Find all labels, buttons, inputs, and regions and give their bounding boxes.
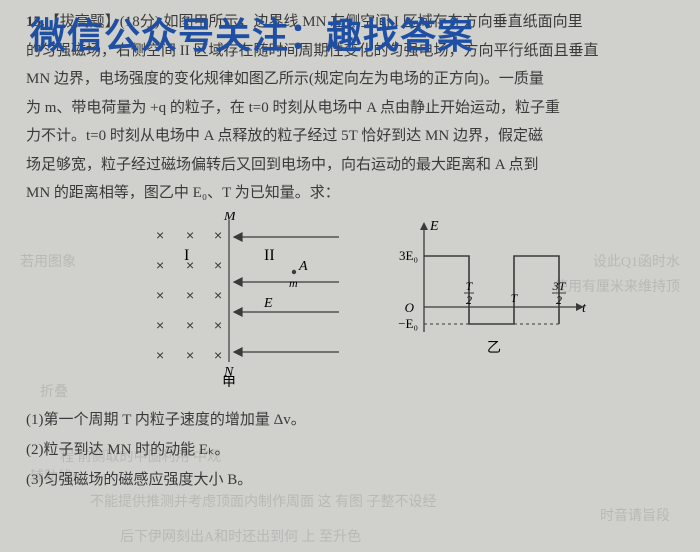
- svg-text:×: ×: [156, 347, 164, 363]
- svg-text:×: ×: [156, 227, 164, 243]
- svg-text:×: ×: [214, 257, 222, 273]
- questions: (1)第一个周期 T 内粒子速度的增加量 Δv。 (2)粒子到达 MN 时的动能…: [26, 405, 682, 495]
- y-top: 3E₀: [399, 248, 418, 263]
- svg-text:×: ×: [214, 347, 222, 363]
- ghost9: 后下伊网刻出A和时还出到何 上 至升色: [120, 525, 361, 552]
- label-A: A: [298, 259, 308, 274]
- q1: (1)第一个周期 T 内粒子速度的增加量 Δv。: [26, 405, 682, 435]
- watermark-text: 微信公众号关注：趣找答案: [30, 2, 670, 70]
- axis-E: E: [429, 219, 439, 234]
- caption-yi: 乙: [487, 340, 501, 356]
- label-M: M: [223, 212, 237, 224]
- line6: 场足够宽，粒子经过磁场偏转后又回到电场中，向右运动的最大距离和 A 点到: [26, 157, 539, 173]
- svg-text:3T: 3T: [552, 279, 567, 293]
- waveform: [424, 256, 559, 324]
- label-m: m: [289, 276, 298, 290]
- svg-text:T: T: [466, 279, 474, 293]
- svg-text:×: ×: [186, 287, 194, 303]
- svg-text:×: ×: [156, 287, 164, 303]
- svg-text:2: 2: [466, 293, 472, 307]
- svg-text:×: ×: [186, 347, 194, 363]
- figure-svg: M N 甲 ××× ××× ××× ××× ××× I II: [114, 212, 594, 387]
- svg-text:×: ×: [156, 257, 164, 273]
- point-A: [292, 269, 296, 273]
- svg-text:×: ×: [214, 227, 222, 243]
- line3: MN 边界，电场强度的变化规律如图乙所示(规定向左为电场的正方向)。一质量: [26, 71, 544, 87]
- svg-text:×: ×: [214, 317, 222, 333]
- line4: 为 m、带电荷量为 +q 的粒子，在 t=0 时刻从电场中 A 点由静止开始运动…: [26, 100, 560, 116]
- svg-text:2: 2: [556, 293, 562, 307]
- ghost8: 时音请旨段: [600, 504, 670, 531]
- line5: 力不计。t=0 时刻从电场中 A 点释放的粒子经过 5T 恰好到达 MN 边界，…: [26, 128, 543, 144]
- svg-text:×: ×: [186, 317, 194, 333]
- figure-yi: E t O 3E₀ −E₀: [398, 219, 587, 356]
- q2: (2)粒子到达 MN 时的动能 Eₖ。: [26, 435, 682, 465]
- svg-text:×: ×: [156, 317, 164, 333]
- svg-text:×: ×: [214, 287, 222, 303]
- y-bot: −E₀: [398, 316, 418, 331]
- dashes: [424, 256, 559, 324]
- label-I: I: [184, 247, 189, 264]
- origin-O: O: [405, 300, 415, 315]
- ticks: T2 T 3T2: [464, 279, 567, 307]
- figure-area: M N 甲 ××× ××× ××× ××× ××× I II: [26, 212, 682, 398]
- label-II: II: [264, 247, 275, 264]
- svg-text:T: T: [511, 291, 519, 305]
- field-arrows: [234, 233, 339, 356]
- label-E-field: E: [263, 296, 273, 311]
- q3: (3)匀强磁场的磁感应强度大小 B。: [26, 465, 682, 495]
- svg-text:×: ×: [186, 227, 194, 243]
- figure-jia: M N 甲 ××× ××× ××× ××× ××× I II: [156, 212, 339, 387]
- caption-jia: 甲: [222, 376, 236, 387]
- axis-t: t: [582, 301, 587, 316]
- line7: MN 的距离相等，图乙中 E₀、T 为已知量。求：: [26, 185, 340, 201]
